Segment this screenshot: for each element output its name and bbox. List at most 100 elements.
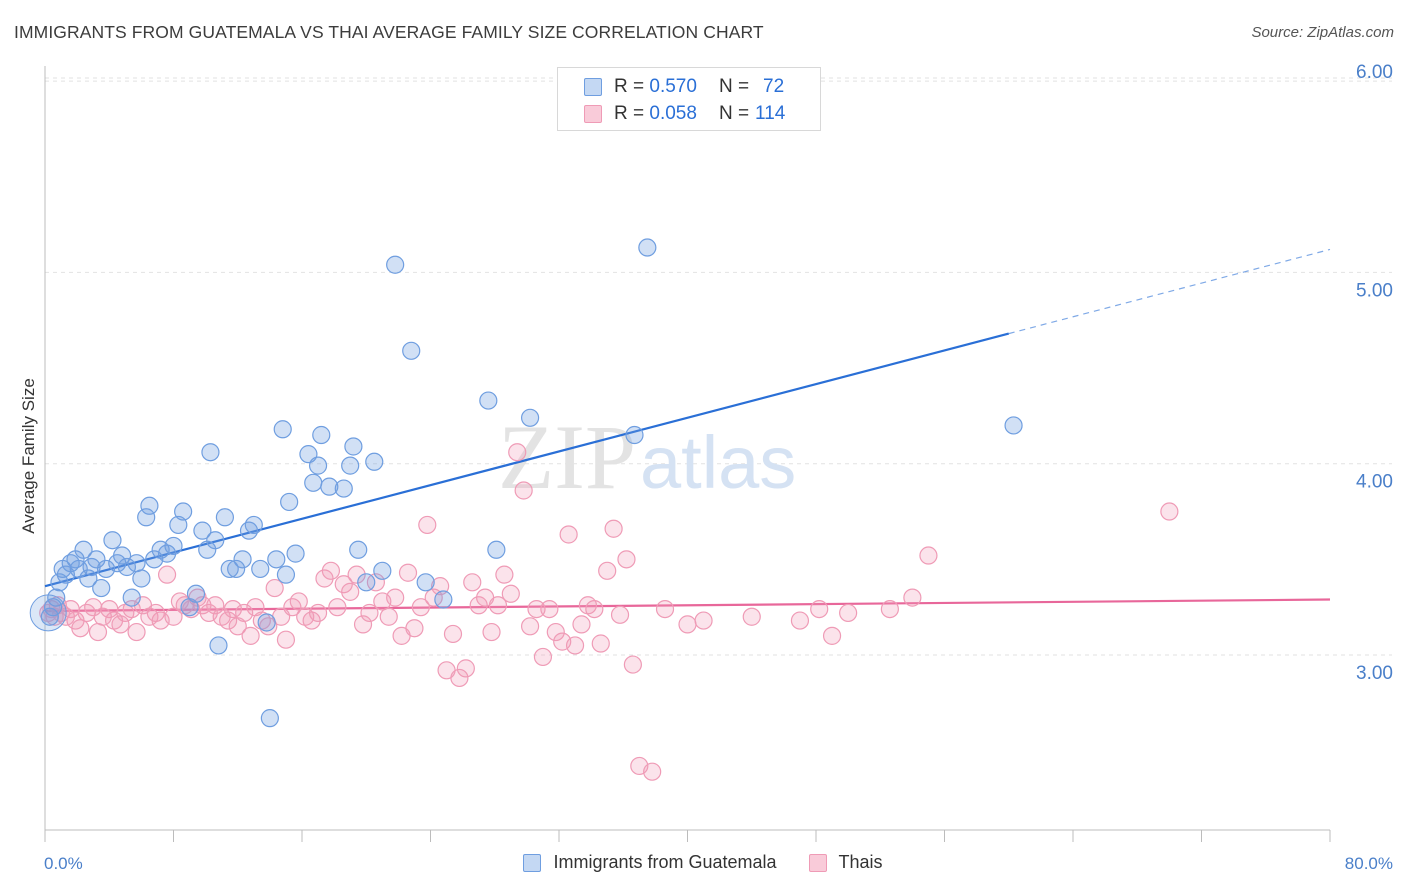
bottom-legend-guatemala: Immigrants from Guatemala	[523, 852, 777, 873]
guatemala-point	[201, 443, 220, 462]
thais-trend-line	[44, 598, 1331, 613]
thais-point	[111, 615, 130, 634]
thais-point	[353, 615, 373, 634]
guatemala-point	[96, 559, 116, 579]
thais-point	[694, 611, 713, 630]
guatemala-point	[341, 456, 360, 475]
chart-title: IMMIGRANTS FROM GUATEMALA VS THAI AVERAG…	[14, 22, 764, 42]
thais-point	[655, 599, 675, 619]
thais-point	[572, 615, 591, 634]
guatemala-point	[267, 550, 286, 569]
guatemala-point	[520, 408, 540, 427]
bottom-legend-guatemala-label: Immigrants from Guatemala	[553, 852, 777, 872]
thais-point	[418, 515, 437, 535]
source-label: Source: ZipAtlas.com	[1251, 24, 1394, 41]
guatemala-point	[220, 559, 239, 579]
thais-swatch	[584, 105, 602, 123]
guatemala-point	[487, 540, 506, 559]
guatemala-point	[244, 515, 263, 535]
guatemala-point	[286, 544, 305, 563]
thais-point	[1160, 502, 1179, 521]
guatemala-point	[193, 521, 212, 540]
grid-lines	[45, 77, 1392, 656]
watermark-zip: ZIP	[498, 406, 636, 508]
guatemala-point	[357, 573, 376, 592]
guatemala-point	[174, 502, 193, 521]
thais-point	[533, 647, 553, 667]
guatemala-point	[132, 569, 151, 588]
guatemala-point	[239, 521, 259, 540]
x-tick-label: 0.0%	[44, 854, 83, 873]
x-tick-label: 80.0%	[1345, 854, 1393, 873]
r-label: R =	[614, 103, 645, 124]
guatemala-point	[349, 540, 368, 559]
guatemala-point	[233, 550, 252, 569]
thais-point	[810, 599, 829, 619]
guatemala-point	[1004, 416, 1023, 435]
thais-point	[71, 619, 90, 638]
thais-point	[482, 622, 501, 642]
thais-point	[617, 550, 636, 569]
thais-point	[742, 607, 761, 626]
thais-point	[678, 615, 697, 634]
guatemala-point	[137, 508, 156, 527]
n-label: N =	[718, 103, 750, 124]
thais-point	[598, 561, 617, 580]
thais-point	[919, 546, 938, 565]
thais-point	[321, 561, 341, 580]
y-tick-label: 6.00	[1356, 62, 1393, 83]
guatemala-point	[257, 613, 276, 632]
thais-point	[386, 588, 405, 607]
thais-point	[520, 617, 540, 636]
thais-point	[88, 622, 108, 642]
guatemala-point	[215, 508, 234, 527]
thais-point	[604, 519, 623, 538]
guatemala-point	[29, 594, 67, 632]
guatemala-swatch	[584, 78, 602, 96]
guatemala-point	[402, 341, 421, 360]
guatemala-swatch	[523, 853, 542, 872]
thais-point	[223, 599, 243, 619]
watermark-atlas: atlas	[640, 421, 796, 504]
guatemala-point	[312, 425, 331, 445]
legend-row-thais: R = 0.058 N = 114	[584, 102, 785, 126]
guatemala-point	[251, 559, 270, 579]
guatemala-point	[112, 546, 132, 565]
guatemala-point	[416, 573, 435, 592]
thais-point	[219, 611, 238, 630]
thais-point	[546, 622, 565, 642]
guatemala-point	[479, 391, 498, 410]
thais-point	[164, 607, 183, 626]
guatemala-point	[79, 569, 98, 588]
guatemala-point	[206, 531, 225, 550]
thais-point	[276, 630, 296, 649]
guatemala-point	[92, 578, 111, 598]
guatemala-point	[260, 709, 279, 728]
thais-point	[822, 626, 842, 645]
r-value: 0.058	[649, 103, 697, 124]
guatemala-point	[140, 496, 159, 515]
thais-point	[488, 596, 508, 615]
thais-point	[790, 611, 810, 630]
guatemala-point	[304, 473, 323, 492]
guatemala-point	[227, 559, 246, 579]
thais-point	[540, 599, 559, 619]
thais-point	[328, 598, 347, 617]
guatemala-point	[273, 420, 292, 439]
guatemala-point	[365, 452, 384, 471]
thais-point	[431, 577, 450, 596]
bottom-legend-thais-label: Thais	[838, 852, 883, 872]
thais-point	[501, 584, 520, 603]
guatemala-point	[386, 255, 405, 274]
thais-point	[591, 634, 610, 653]
thais-point	[456, 659, 475, 678]
thais-point	[84, 598, 103, 617]
y-tick-label: 4.00	[1356, 472, 1393, 493]
thais-point	[527, 599, 546, 619]
guatemala-point	[43, 598, 63, 617]
guatemala-point	[308, 456, 328, 475]
n-value: 114	[755, 103, 786, 124]
guatemala-trend-extension	[1008, 248, 1331, 335]
thais-point	[623, 655, 642, 674]
